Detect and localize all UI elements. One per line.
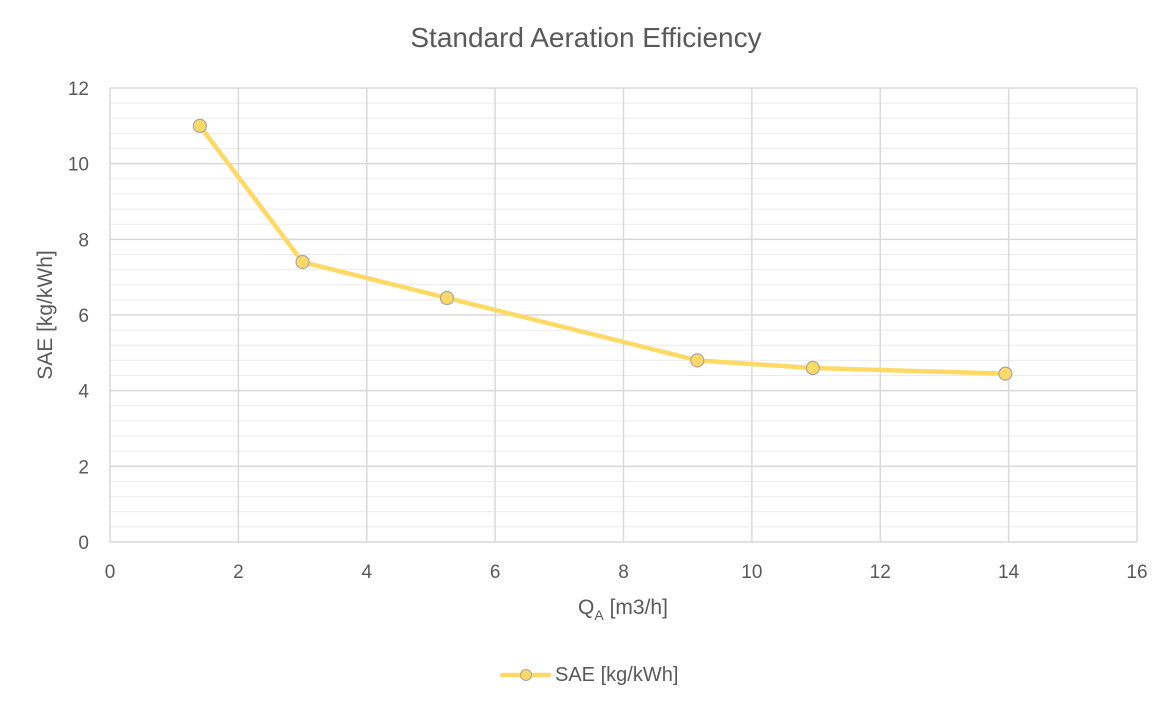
x-tick-label: 2 xyxy=(233,562,244,583)
y-tick-label: 8 xyxy=(78,230,89,251)
y-tick-label: 2 xyxy=(78,457,89,478)
legend-label: SAE [kg/kWh] xyxy=(555,664,678,686)
x-tick-label: 16 xyxy=(1126,562,1147,583)
x-tick-label: 12 xyxy=(870,562,891,583)
y-tick-label: 12 xyxy=(68,79,89,100)
data-point[interactable] xyxy=(690,353,705,368)
y-tick-label: 0 xyxy=(78,533,89,554)
y-tick-label: 4 xyxy=(78,382,89,403)
x-tick-label: 8 xyxy=(618,562,629,583)
x-axis-label: QA [m3/h] xyxy=(578,596,668,623)
data-point[interactable] xyxy=(439,290,455,306)
y-tick-label: 6 xyxy=(78,306,89,327)
data-point[interactable] xyxy=(805,360,820,376)
y-tick-label: 10 xyxy=(68,155,89,176)
y-axis-tick-labels: 0 2 4 6 8 10 12 xyxy=(68,79,90,554)
data-point[interactable] xyxy=(998,366,1013,381)
x-tick-label: 4 xyxy=(361,562,372,583)
x-tick-label: 6 xyxy=(490,562,501,583)
major-gridlines xyxy=(109,87,1138,543)
legend-point-marker xyxy=(520,669,532,681)
x-tick-label: 14 xyxy=(998,562,1020,583)
series-line xyxy=(197,123,1008,376)
x-tick-label: 10 xyxy=(741,562,762,583)
data-point[interactable] xyxy=(295,254,310,270)
series-layer xyxy=(192,118,1013,381)
x-axis-tick-labels: 0 2 4 6 8 10 12 14 16 xyxy=(105,562,1148,583)
x-tick-label: 0 xyxy=(105,562,116,583)
chart-title: Standard Aeration Efficiency xyxy=(410,22,761,53)
legend[interactable]: SAE [kg/kWh] xyxy=(499,664,678,686)
y-axis-label: SAE [kg/kWh] xyxy=(34,250,57,380)
data-point[interactable] xyxy=(192,118,207,133)
